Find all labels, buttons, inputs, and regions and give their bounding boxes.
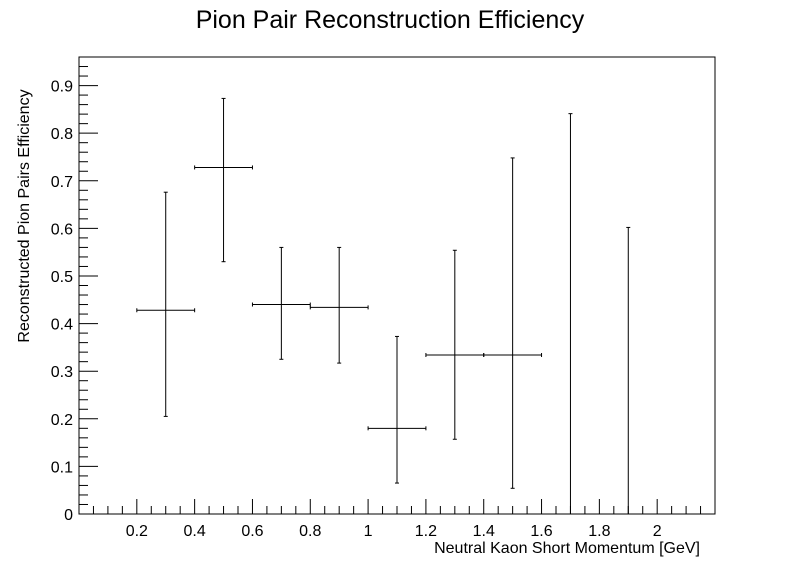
x-tick-label: 1.4 xyxy=(473,523,495,540)
x-axis-label: Neutral Kaon Short Momentum [GeV] xyxy=(434,540,700,557)
data-point xyxy=(626,226,631,514)
data-point xyxy=(309,246,369,364)
x-tick-label: 1.8 xyxy=(588,523,610,540)
x-tick-label: 0.8 xyxy=(299,523,321,540)
x-tick-label: 0.4 xyxy=(184,523,206,540)
x-tick-label: 1.2 xyxy=(415,523,437,540)
x-tick-label: 2 xyxy=(653,523,662,540)
data-point xyxy=(483,157,543,489)
data-point xyxy=(251,246,311,360)
x-tick-label: 1.6 xyxy=(530,523,552,540)
y-tick-label: 0.8 xyxy=(51,126,73,143)
y-tick-label: 0 xyxy=(64,507,73,524)
y-tick-label: 0.2 xyxy=(51,412,73,429)
data-point xyxy=(568,113,573,514)
data-point xyxy=(194,97,253,263)
x-axis-ticks: 0.2 0.4 0.6 0.8 1 1.2 1.4 1.6 1.8 2 xyxy=(92,499,702,540)
y-tick-label: 0.7 xyxy=(51,174,73,191)
x-tick-label: 0.2 xyxy=(126,523,148,540)
y-tick-label: 0.1 xyxy=(51,459,73,476)
data-point xyxy=(136,191,196,417)
data-point xyxy=(367,335,427,484)
y-axis-ticks: 0 0.1 0.2 0.3 0.4 0.5 0.6 0.7 0.8 0.9 xyxy=(51,66,98,524)
x-tick-label: 0.6 xyxy=(241,523,263,540)
data-markers xyxy=(136,97,631,514)
chart-title: Pion Pair Reconstruction Efficiency xyxy=(196,6,585,34)
x-tick-label: 1 xyxy=(364,523,373,540)
y-tick-label: 0.6 xyxy=(51,221,73,238)
data-point xyxy=(425,249,485,440)
y-tick-label: 0.9 xyxy=(51,79,73,96)
y-tick-label: 0.5 xyxy=(51,269,73,286)
y-axis-label: Reconstructed Pion Pairs Efficiency xyxy=(16,89,33,342)
y-tick-label: 0.4 xyxy=(51,317,73,334)
y-tick-label: 0.3 xyxy=(51,364,73,381)
